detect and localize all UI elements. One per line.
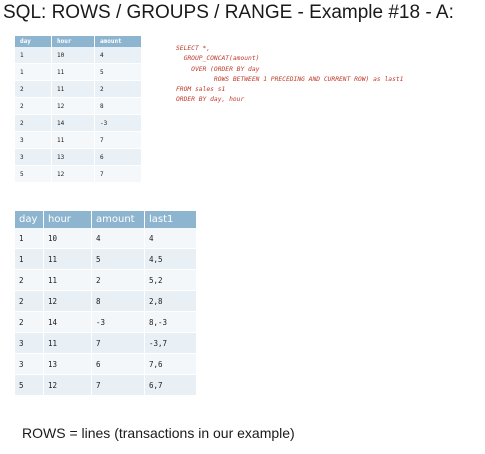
table-row: 2 14 -3 8,-3: [15, 312, 197, 333]
column-header: hour: [44, 211, 92, 228]
table-cell: 1: [15, 249, 44, 270]
sql-line: ORDER BY day, hour: [176, 96, 245, 104]
column-header: last1: [145, 211, 197, 228]
table-cell: -3: [95, 115, 142, 132]
column-header: day: [15, 211, 44, 228]
table-row: 5 12 7: [15, 166, 142, 183]
table-row: 3 13 6: [15, 149, 142, 166]
table-cell: 4,5: [145, 249, 197, 270]
table-row: 2 12 8 2,8: [15, 291, 197, 312]
page-title: SQL: ROWS / GROUPS / RANGE - Example #18…: [3, 2, 454, 23]
table-cell: 11: [52, 81, 95, 98]
table-cell: 12: [44, 291, 92, 312]
table-row: 2 12 8: [15, 98, 142, 115]
table-cell: -3: [92, 312, 145, 333]
table-cell: 5: [15, 166, 52, 183]
table-cell: 4: [145, 228, 197, 249]
sql-line: OVER (ORDER BY day: [176, 65, 260, 73]
table-cell: 1: [15, 47, 52, 64]
table-cell: 10: [44, 228, 92, 249]
table-row: 3 13 6 7,6: [15, 354, 197, 375]
table-header-row: day hour amount last1: [15, 211, 197, 228]
table-cell: 6: [92, 354, 145, 375]
table-cell: 12: [44, 375, 92, 396]
table-cell: 4: [95, 47, 142, 64]
table-cell: 14: [52, 115, 95, 132]
table-cell: 2: [15, 291, 44, 312]
table-cell: 2: [95, 81, 142, 98]
table-cell: -3,7: [145, 333, 197, 354]
footer-note: ROWS = lines (transactions in our exampl…: [22, 425, 295, 441]
table-cell: 11: [52, 64, 95, 81]
table-cell: 7: [95, 166, 142, 183]
table-cell: 2: [15, 270, 44, 291]
table-cell: 13: [52, 149, 95, 166]
table-cell: 7: [92, 375, 145, 396]
table-cell: 14: [44, 312, 92, 333]
table-cell: 11: [44, 270, 92, 291]
table-cell: 7: [92, 333, 145, 354]
table-cell: 2,8: [145, 291, 197, 312]
table-cell: 5: [92, 249, 145, 270]
table-cell: 2: [15, 98, 52, 115]
table-cell: 10: [52, 47, 95, 64]
table-cell: 3: [15, 354, 44, 375]
sql-line: ROWS BETWEEN 1 PRECEDING AND CURRENT ROW…: [176, 75, 404, 83]
table-cell: 2: [92, 270, 145, 291]
table-cell: 3: [15, 333, 44, 354]
table-row: 3 11 7 -3,7: [15, 333, 197, 354]
table-cell: 12: [52, 98, 95, 115]
result-table: day hour amount last1 1 10 4 4 1 11 5 4,5 2 11 2…: [15, 211, 197, 396]
source-table: day hour amount 1 10 4 1 11 5 2 11 2 2 12 8 2 14-…: [15, 36, 142, 183]
column-header: day: [15, 36, 52, 47]
table-cell: 2: [15, 115, 52, 132]
table-cell: 3: [15, 149, 52, 166]
table-cell: 8: [95, 98, 142, 115]
table-header-row: day hour amount: [15, 36, 142, 47]
table-cell: 1: [15, 64, 52, 81]
table-cell: 11: [44, 249, 92, 270]
table-row: 5 12 7 6,7: [15, 375, 197, 396]
table-row: 1 10 4 4: [15, 228, 197, 249]
sql-line: FROM sales s1: [176, 86, 226, 94]
table-cell: 13: [44, 354, 92, 375]
table-row: 2 14 -3: [15, 115, 142, 132]
table-cell: 5,2: [145, 270, 197, 291]
table-cell: 12: [52, 166, 95, 183]
sql-line: SELECT *,: [176, 45, 211, 52]
column-header: hour: [52, 36, 95, 47]
table-cell: 11: [52, 132, 95, 149]
table-cell: 2: [15, 81, 52, 98]
table-row: 3 11 7: [15, 132, 142, 149]
column-header: amount: [92, 211, 145, 228]
sql-line: GROUP_CONCAT(amount): [176, 55, 260, 63]
table-cell: 1: [15, 228, 44, 249]
table-row: 2 11 2 5,2: [15, 270, 197, 291]
sql-query: SELECT *, GROUP_CONCAT(amount) OVER (ORD…: [176, 44, 403, 106]
table-cell: 7,6: [145, 354, 197, 375]
table-cell: 2: [15, 312, 44, 333]
table-row: 1 11 5 4,5: [15, 249, 197, 270]
table-cell: 8,-3: [145, 312, 197, 333]
table-cell: 8: [92, 291, 145, 312]
column-header: amount: [95, 36, 142, 47]
table-row: 1 11 5: [15, 64, 142, 81]
table-row: 2 11 2: [15, 81, 142, 98]
table-cell: 7: [95, 132, 142, 149]
table-cell: 6,7: [145, 375, 197, 396]
table-row: 1 10 4: [15, 47, 142, 64]
table-cell: 5: [95, 64, 142, 81]
table-cell: 6: [95, 149, 142, 166]
table-cell: 3: [15, 132, 52, 149]
table-cell: 11: [44, 333, 92, 354]
table-cell: 5: [15, 375, 44, 396]
table-cell: 4: [92, 228, 145, 249]
